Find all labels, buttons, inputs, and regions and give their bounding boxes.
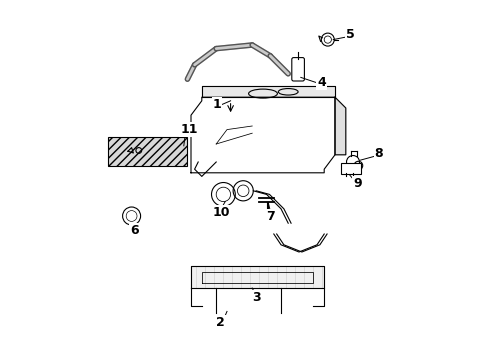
Text: 11: 11	[180, 123, 197, 136]
Text: 1: 1	[213, 98, 221, 111]
Text: 5: 5	[346, 28, 355, 41]
Text: 2: 2	[216, 316, 225, 329]
Text: 8: 8	[374, 147, 383, 159]
Text: 6: 6	[130, 224, 139, 237]
Text: 3: 3	[252, 291, 261, 303]
Text: 9: 9	[353, 177, 362, 190]
Polygon shape	[335, 97, 346, 155]
FancyBboxPatch shape	[108, 137, 187, 166]
Polygon shape	[191, 97, 335, 173]
Text: 4: 4	[317, 76, 326, 89]
Polygon shape	[191, 266, 324, 288]
Text: 7: 7	[267, 210, 275, 222]
FancyBboxPatch shape	[342, 163, 361, 174]
FancyBboxPatch shape	[292, 58, 304, 81]
Text: 10: 10	[213, 206, 230, 219]
Polygon shape	[202, 86, 335, 97]
